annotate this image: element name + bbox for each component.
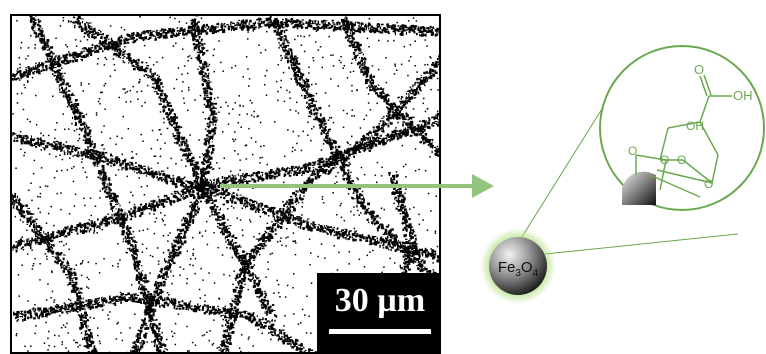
hydroxyl-mid: OH (686, 119, 704, 133)
zoom-circle (599, 45, 765, 211)
ring-oxygen-1: O (628, 144, 637, 158)
particle-label: Fe3O4 (498, 259, 539, 279)
ring-oxygen-4: O (704, 177, 713, 191)
particle-surface (622, 171, 656, 205)
citrate-structure (635, 74, 732, 198)
zoom-guide-line-bottom (544, 233, 739, 255)
carbonyl-oxygen: O (694, 62, 704, 77)
scale-bar: 30 µm (317, 273, 439, 352)
hydroxyl-top: OH (733, 88, 753, 103)
zoom-guide-line-top (519, 95, 611, 241)
arrow-head (472, 174, 494, 198)
scale-bar-line (329, 329, 431, 334)
ring-oxygen-2: O (660, 153, 669, 167)
particle-core (489, 237, 547, 295)
nanoparticle: Fe3O4 (480, 228, 556, 304)
arrow (220, 174, 494, 198)
fiber-network-image (12, 16, 439, 352)
scale-bar-label: 30 µm (334, 282, 426, 319)
ring-oxygen-3: O (677, 153, 686, 167)
zoom-inset: O OH OH O O O O (599, 45, 765, 211)
